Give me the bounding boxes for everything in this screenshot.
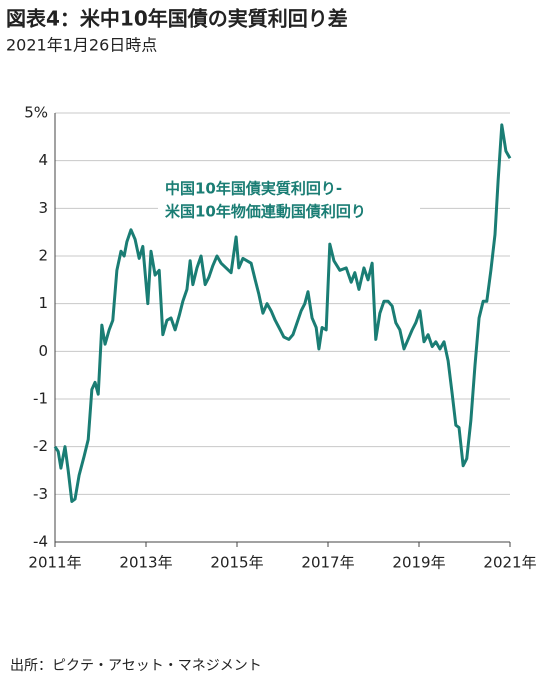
y-tick-label: 5% xyxy=(24,104,48,122)
x-tick-label: 2015年 xyxy=(210,554,263,572)
data-line xyxy=(53,123,512,503)
x-tick-label: 2017年 xyxy=(301,554,354,572)
x-tick-label: 2019年 xyxy=(392,554,445,572)
y-tick-label: 3 xyxy=(38,199,48,217)
y-tick-label: 0 xyxy=(38,342,48,360)
annotation: 米国10年物価連動国債利回り xyxy=(165,203,366,221)
y-tick-label: -4 xyxy=(33,533,48,551)
x-tick-label: 2013年 xyxy=(119,554,172,572)
y-tick-label: 1 xyxy=(38,294,48,312)
x-tick-label: 2011年 xyxy=(28,554,81,572)
annotation-box xyxy=(158,174,420,226)
y-tick-label: -2 xyxy=(33,437,48,455)
y-tick-label: -3 xyxy=(33,485,48,503)
annotation: 中国10年国債実質利回り- xyxy=(165,180,342,198)
source-note: 出所：ピクテ・アセット・マネジメント xyxy=(10,658,262,674)
x-tick-label: 2021年 xyxy=(483,554,536,572)
y-tick-label: 2 xyxy=(38,247,48,265)
y-tick-label: -1 xyxy=(33,390,48,408)
chart-subtitle: 2021年1月26日時点 xyxy=(6,36,157,55)
chart-title: 図表4：米中10年国債の実質利回り差 xyxy=(6,7,348,31)
y-tick-label: 4 xyxy=(38,151,48,169)
